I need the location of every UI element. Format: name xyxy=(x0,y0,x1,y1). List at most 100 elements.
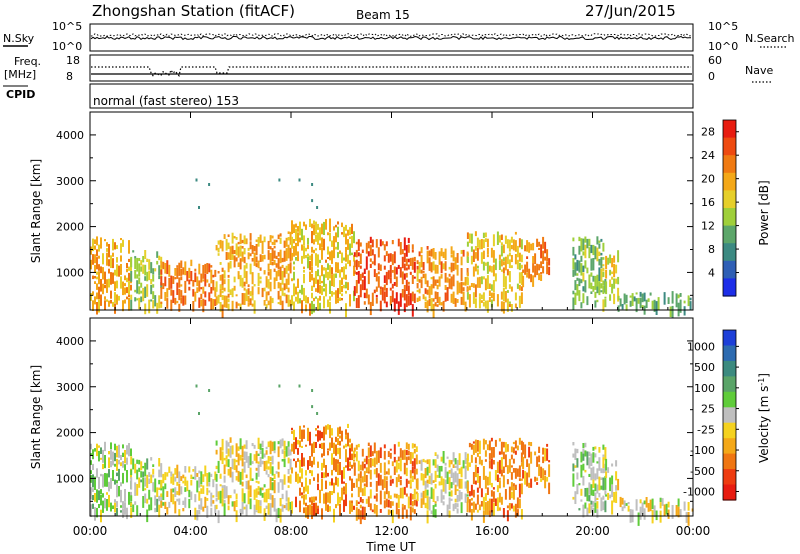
heatmap-cell xyxy=(466,278,469,286)
heatmap-cell xyxy=(373,442,376,454)
freq-label: Freq. xyxy=(14,55,41,68)
heatmap-cell xyxy=(156,251,159,258)
heatmap-cell xyxy=(347,229,349,236)
heatmap-cell xyxy=(297,473,299,484)
heatmap-cell xyxy=(198,477,201,488)
heatmap-cell xyxy=(391,461,394,467)
heatmap-cell xyxy=(502,466,505,473)
heatmap-cell xyxy=(617,250,620,263)
heatmap-cell xyxy=(377,450,380,463)
heatmap-cell xyxy=(293,429,295,440)
heatmap-cell xyxy=(212,495,215,498)
heatmap-cell xyxy=(357,261,360,268)
heatmap-cell xyxy=(96,249,98,257)
heatmap-cell xyxy=(607,492,610,500)
heatmap-cell xyxy=(337,477,339,487)
heatmap-cell xyxy=(659,497,662,502)
heatmap-cell xyxy=(373,254,376,266)
heatmap-cell xyxy=(283,440,286,451)
heatmap-cell xyxy=(313,456,315,465)
heatmap-cell xyxy=(548,258,551,266)
heatmap-cell xyxy=(98,264,100,271)
heatmap-cell xyxy=(639,506,642,520)
heatmap-cell xyxy=(287,231,290,234)
heatmap-cell xyxy=(299,476,301,483)
heatmap-cell xyxy=(520,478,523,481)
heatmap-cell xyxy=(474,231,477,237)
heatmap-cell xyxy=(369,301,372,316)
heatmap-cell xyxy=(452,262,455,272)
heatmap-cell xyxy=(538,455,541,463)
velocity-ylabel: Slant Range [km] xyxy=(29,365,43,469)
heatmap-cell xyxy=(592,452,595,463)
heatmap-cell xyxy=(415,499,418,507)
heatmap-cell xyxy=(594,473,597,481)
heatmap-cell xyxy=(156,487,159,497)
heatmap-cell xyxy=(516,509,519,517)
heatmap-cell xyxy=(373,469,376,475)
heatmap-cell xyxy=(112,470,114,481)
heatmap-cell xyxy=(309,470,311,474)
heatmap-cell xyxy=(576,273,579,276)
heatmap-cell xyxy=(488,510,491,518)
heatmap-cell xyxy=(160,256,163,263)
heatmap-cell xyxy=(255,510,258,513)
heatmap-cell xyxy=(488,296,491,302)
heatmap-cell xyxy=(602,267,605,272)
heatmap-cell xyxy=(217,510,220,524)
heatmap-cell xyxy=(90,259,92,270)
colorbar-tick-label: -25 xyxy=(697,423,715,436)
beam-label: Beam 15 xyxy=(356,8,410,22)
heatmap-cell xyxy=(241,239,244,244)
heatmap-cell xyxy=(122,452,124,457)
heatmap-cell xyxy=(387,468,390,475)
heatmap-cell xyxy=(389,452,392,459)
heatmap-cell xyxy=(514,231,517,235)
heatmap-cell xyxy=(319,284,321,294)
heatmap-cell xyxy=(212,299,215,310)
heatmap-cell xyxy=(345,465,347,468)
heatmap-cell xyxy=(357,252,360,257)
heatmap-cell xyxy=(331,428,333,436)
heatmap-cell xyxy=(176,481,179,486)
heatmap-cell xyxy=(357,473,360,482)
heatmap-cell xyxy=(208,283,211,288)
heatmap-cell xyxy=(416,260,419,265)
heatmap-cell xyxy=(464,452,467,464)
heatmap-cell xyxy=(146,258,149,262)
heatmap-cell xyxy=(478,504,481,511)
heatmap-cell xyxy=(335,246,337,250)
heatmap-cell xyxy=(416,283,419,289)
heatmap-cell xyxy=(251,443,254,447)
heatmap-cell xyxy=(293,246,295,257)
heatmap-cell xyxy=(347,423,349,428)
heatmap-cell xyxy=(128,240,130,254)
heatmap-cell xyxy=(299,289,301,294)
heatmap-cell xyxy=(605,269,608,279)
heatmap-cell xyxy=(411,494,414,500)
heatmap-cell xyxy=(214,287,217,297)
heatmap-cell xyxy=(343,466,345,479)
heatmap-cell xyxy=(178,509,181,516)
heatmap-cell xyxy=(403,505,406,510)
heatmap-cell xyxy=(424,502,427,509)
heatmap-cell xyxy=(309,255,311,261)
heatmap-cell xyxy=(241,445,244,458)
heatmap-cell xyxy=(299,298,301,304)
nsearch-tick-bottom: 10^0 xyxy=(708,40,738,53)
heatmap-cell xyxy=(102,267,104,280)
heatmap-cell xyxy=(403,462,406,475)
heatmap-cell xyxy=(307,460,309,470)
heatmap-cell xyxy=(170,476,173,484)
heatmap-cell xyxy=(124,450,126,464)
heatmap-cell xyxy=(215,449,218,455)
heatmap-cell xyxy=(450,460,453,465)
heatmap-cell xyxy=(536,477,539,481)
heatmap-cell xyxy=(359,253,362,265)
heatmap-cell xyxy=(265,304,268,309)
heatmap-cell xyxy=(267,474,270,478)
heatmap-cell xyxy=(613,492,616,503)
heatmap-cell xyxy=(488,498,491,511)
heatmap-cell xyxy=(261,448,264,459)
heatmap-cell xyxy=(283,283,286,291)
